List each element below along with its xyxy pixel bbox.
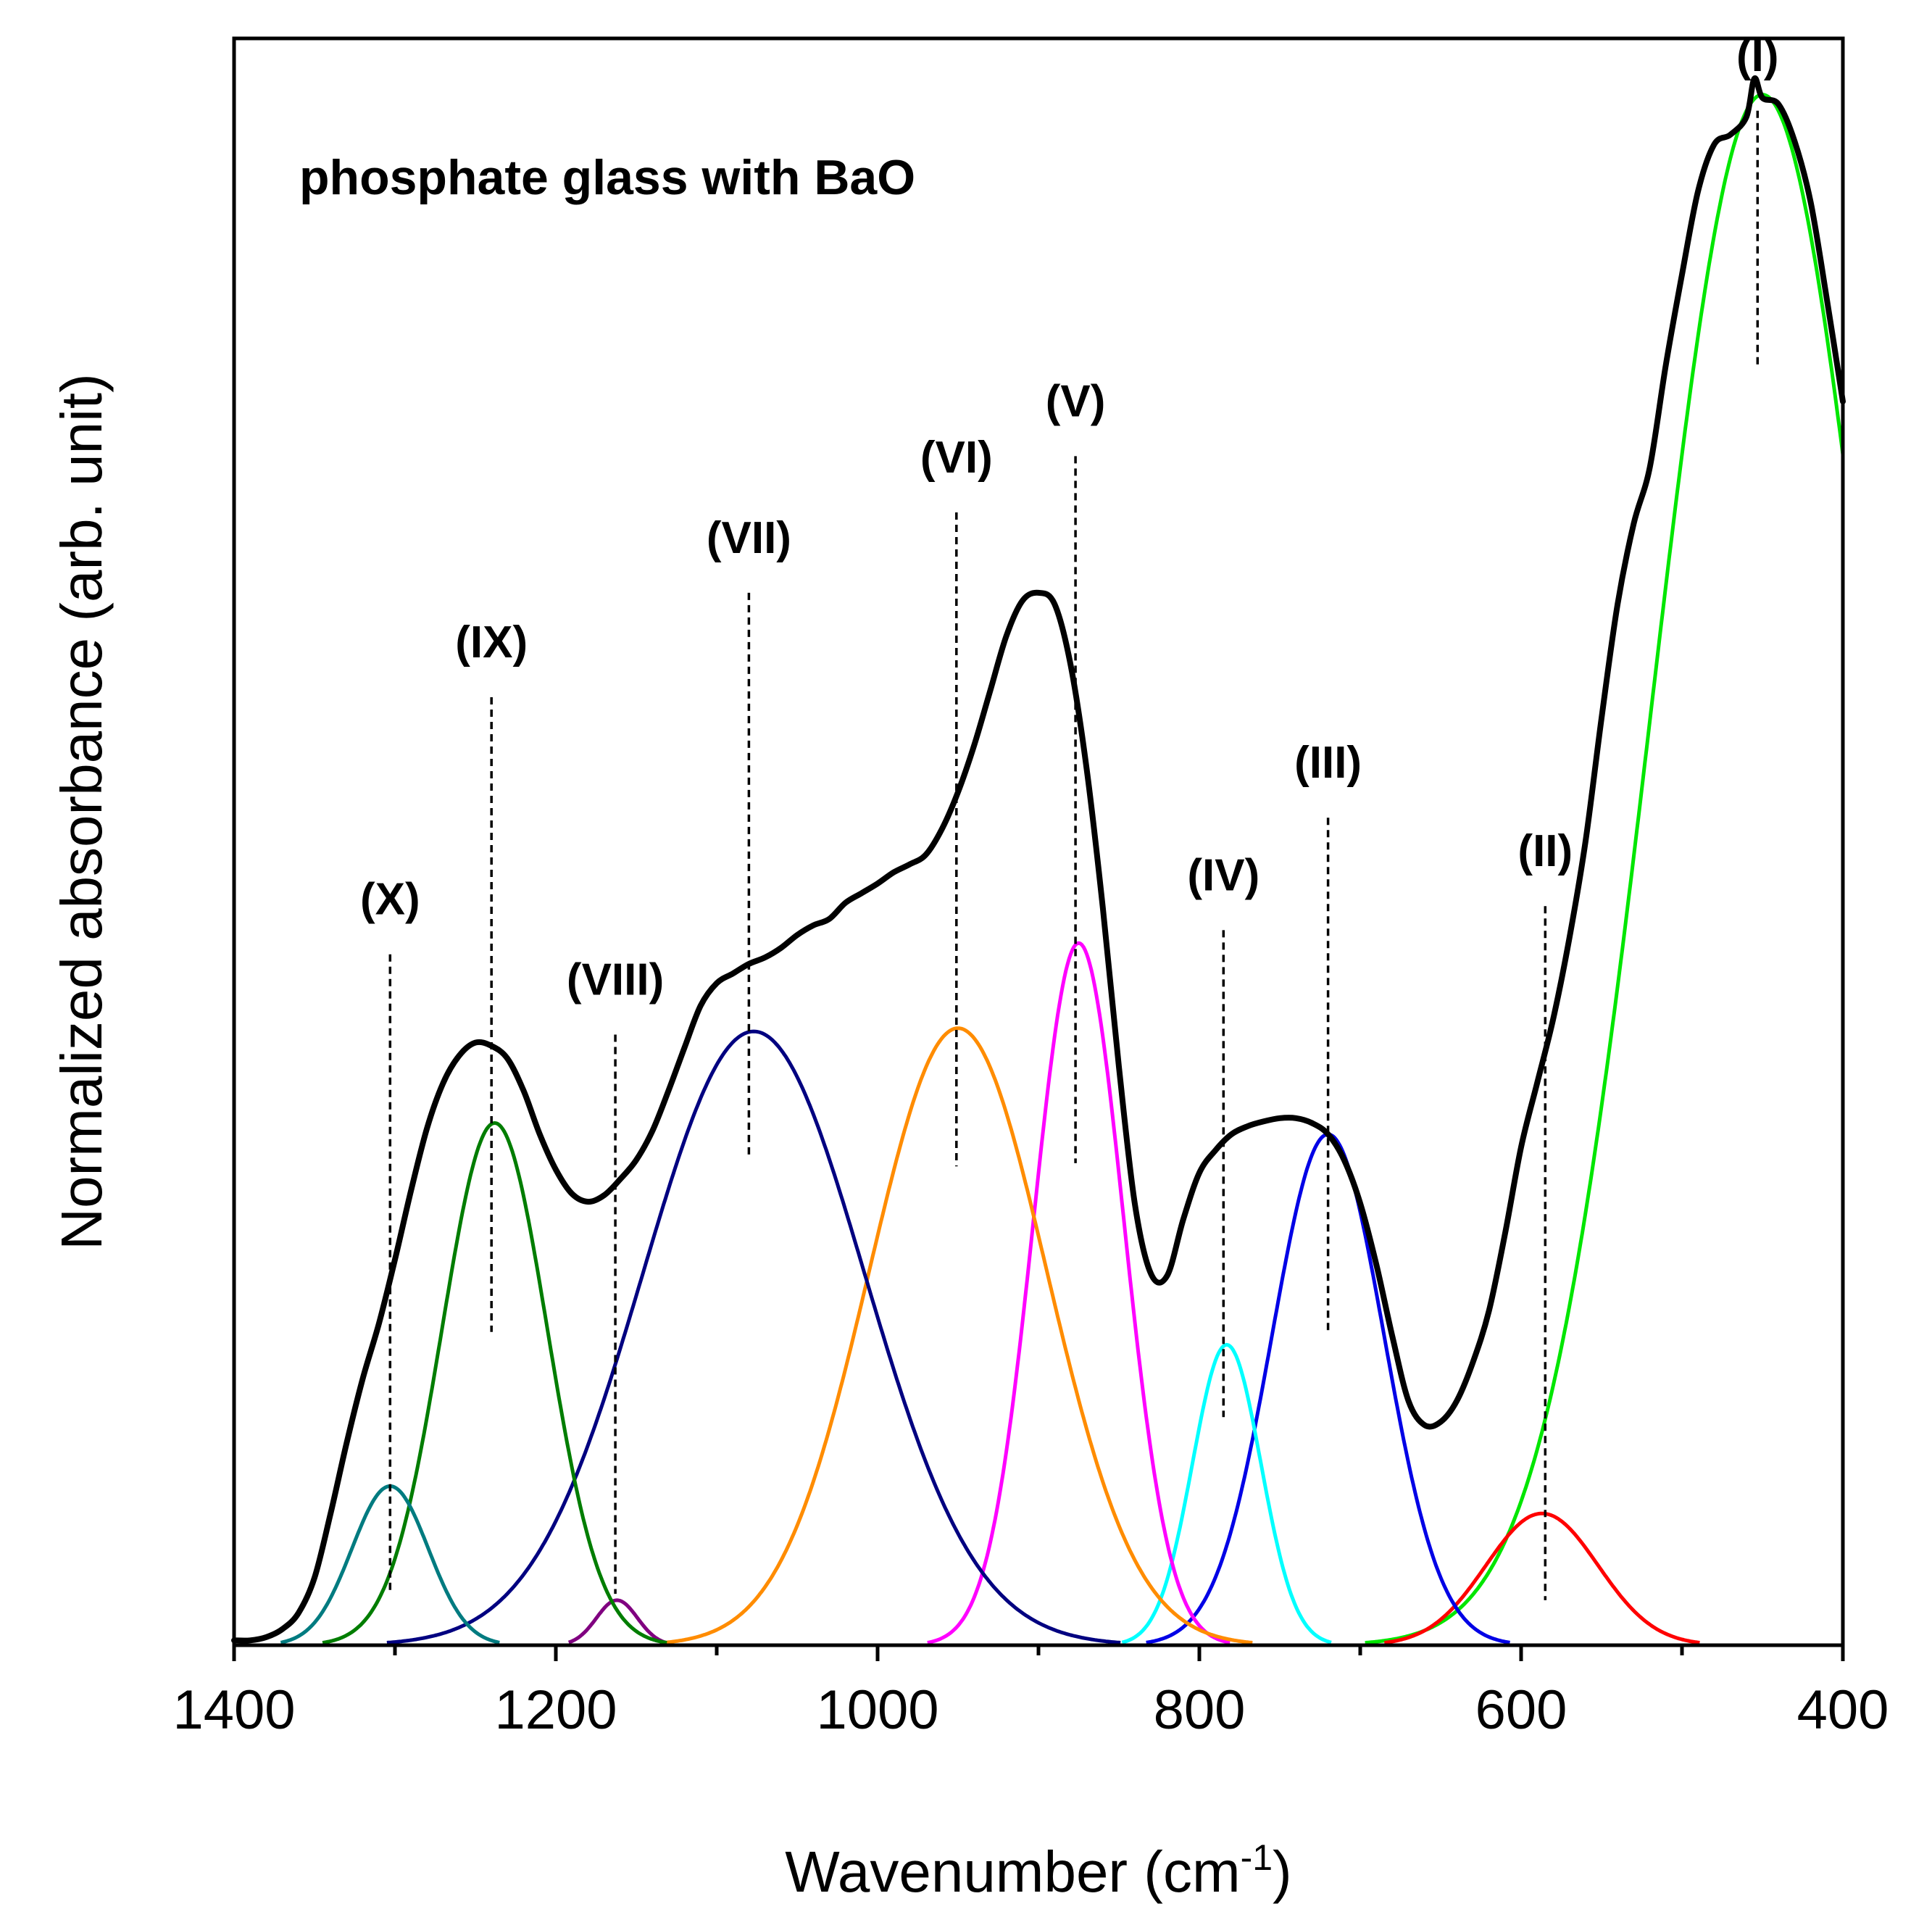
- x-tick-label-1200: 1200: [494, 1679, 617, 1741]
- x-tick-label-600: 600: [1475, 1679, 1567, 1741]
- x-tick-label-400: 400: [1797, 1679, 1889, 1741]
- component-curve-v: [927, 941, 1231, 1644]
- x-axis-title-main: Wavenumber (cm: [785, 1839, 1240, 1904]
- peak-label-x: (X): [360, 875, 420, 925]
- component-curve-ix: [322, 1121, 667, 1645]
- peak-label-viii: (VIII): [567, 955, 664, 1005]
- peak-label-iv: (IV): [1187, 850, 1259, 900]
- measured-spectrum-layer: [231, 75, 1846, 1644]
- x-tick-label-1000: 1000: [816, 1679, 938, 1741]
- component-curve-iv: [1121, 1342, 1332, 1644]
- component-curve-ii: [1383, 1511, 1700, 1644]
- component-curve-vii: [386, 1029, 1121, 1644]
- peak-markers-layer: (I)(II)(III)(IV)(V)(VI)(VII)(VIII)(IX)(X…: [360, 31, 1779, 1600]
- peak-label-ii: (II): [1517, 826, 1573, 876]
- measured-spectrum-line: [231, 75, 1846, 1644]
- component-curve-viii: [567, 1598, 666, 1644]
- chart-title: phosphate glass with BaO: [299, 150, 915, 205]
- x-tick-label-1400: 1400: [172, 1679, 295, 1741]
- x-axis-title-superscript: -1: [1241, 1837, 1273, 1878]
- peak-label-v: (V): [1046, 376, 1106, 426]
- component-curve-vi: [663, 1026, 1253, 1644]
- x-axis-title-suffix: ): [1273, 1839, 1292, 1904]
- x-tick-label-800: 800: [1154, 1679, 1246, 1741]
- peak-label-ix: (IX): [455, 617, 528, 668]
- x-axis-title: Wavenumber (cm-1): [785, 1837, 1291, 1904]
- peak-label-vii: (VII): [707, 513, 791, 563]
- peak-label-vi: (VI): [920, 433, 993, 483]
- x-axis: 1400 1200 1000 800 600 400: [172, 1645, 1889, 1741]
- y-axis-title: Normalized absorbance (arb. unit): [49, 373, 114, 1249]
- peak-label-iii: (III): [1294, 738, 1362, 788]
